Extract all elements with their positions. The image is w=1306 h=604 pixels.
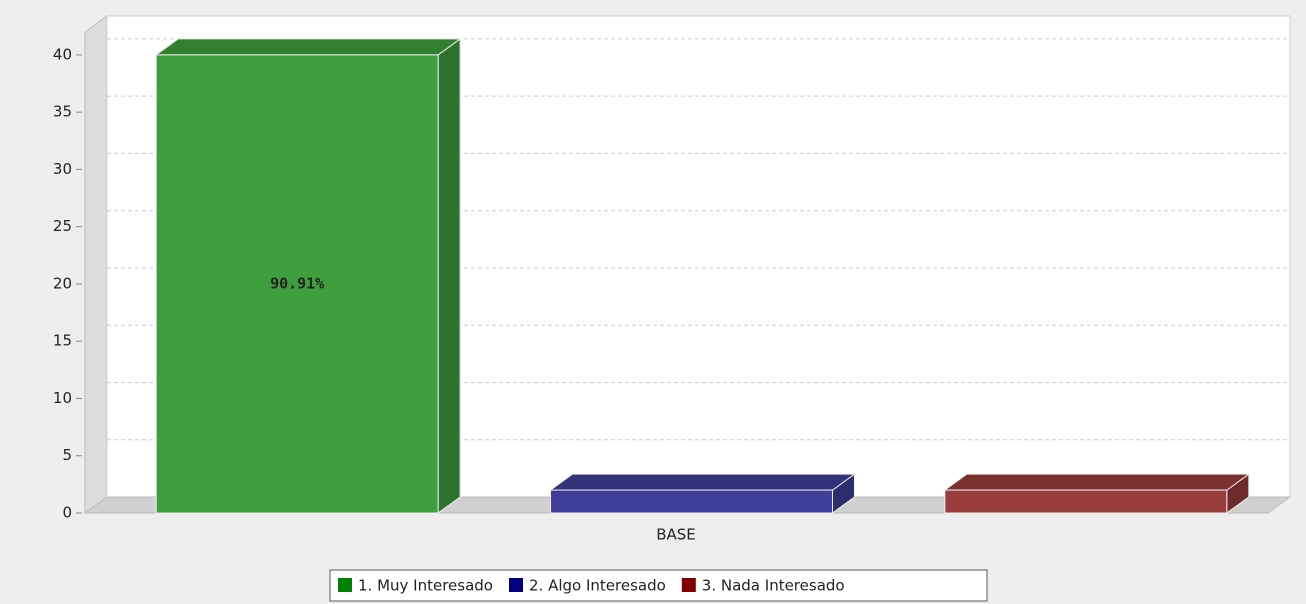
y-tick-label: 35 — [53, 103, 72, 121]
left-wall — [84, 15, 108, 514]
legend-swatch — [681, 578, 696, 592]
y-tick-label: 40 — [53, 45, 72, 63]
y-tick-label: 30 — [53, 160, 72, 178]
legend-swatch — [509, 578, 523, 592]
y-tick-label: 0 — [62, 504, 72, 522]
y-tick-label: 10 — [53, 389, 72, 407]
x-tick-label: BASE — [656, 526, 696, 544]
legend-label: 1. Muy Interesado — [358, 577, 493, 595]
bar — [944, 489, 1228, 514]
bar — [155, 54, 439, 514]
bar — [550, 489, 833, 514]
legend-label: 2. Algo Interesado — [529, 577, 666, 595]
annotation: 90.91% — [270, 274, 324, 292]
legend-swatch — [338, 578, 352, 592]
y-tick-label: 25 — [53, 217, 72, 235]
bar-top — [154, 38, 462, 56]
bar-top — [943, 473, 1251, 491]
y-tick-label: 15 — [53, 332, 72, 350]
y-tick-label: 5 — [62, 446, 72, 464]
legend-items: 1. Muy Interesado 2. Algo Interesado 3. Na… — [338, 577, 845, 595]
legend — [329, 569, 988, 602]
bar-top — [548, 473, 857, 491]
bar-side — [437, 37, 461, 514]
y-tick-label: 20 — [53, 274, 72, 292]
bars: 90.91% — [154, 37, 1251, 514]
legend-label: 3. Nada Interesado — [702, 577, 845, 595]
